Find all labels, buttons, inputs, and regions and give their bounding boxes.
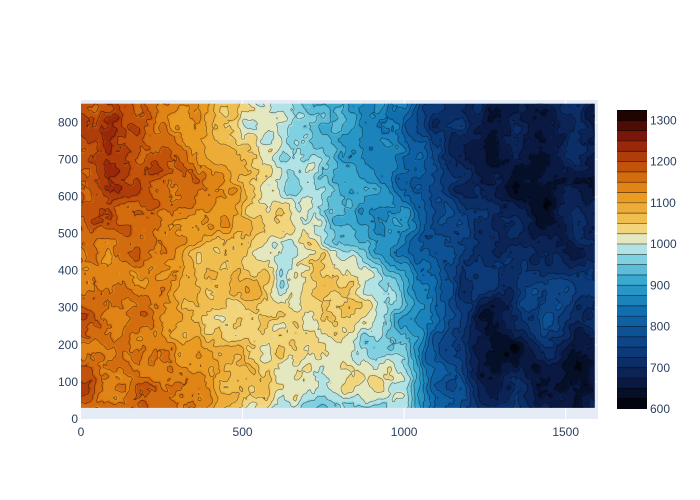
colorbar-tick-label: 600 <box>650 402 670 416</box>
contour-line <box>505 181 588 387</box>
contour-line <box>394 103 441 409</box>
colorbar-tick-label: 1300 <box>650 113 677 127</box>
contour-line <box>428 103 595 409</box>
contour-line <box>168 103 250 409</box>
contour-line <box>278 103 412 409</box>
contour-line <box>416 103 570 408</box>
colorbar-contour-marks <box>617 119 647 400</box>
colorbar-tick-label: 700 <box>650 361 670 375</box>
contour-line <box>459 103 596 409</box>
y-tick-label: 400 <box>58 264 78 278</box>
contour-lines <box>80 103 596 409</box>
x-axis-ticks: 0 500 1000 1500 <box>78 425 580 439</box>
contour-line <box>422 103 577 409</box>
contour-line <box>80 103 200 409</box>
x-tick-label: 500 <box>233 425 253 439</box>
contour-line <box>398 103 462 409</box>
x-tick-label: 1000 <box>391 425 418 439</box>
contour-line <box>431 103 596 409</box>
x-tick-label: 0 <box>78 425 85 439</box>
y-axis-ticks: 0 100 200 300 400 500 600 700 800 <box>58 115 78 426</box>
y-tick-label: 800 <box>58 115 78 129</box>
contour-line <box>478 106 596 408</box>
x-tick-label: 1500 <box>552 425 579 439</box>
contour-line <box>365 103 433 409</box>
y-tick-label: 600 <box>58 189 78 203</box>
contour-line <box>181 103 350 409</box>
contour-line <box>301 103 414 409</box>
colorbar-tick-label: 1200 <box>650 155 677 169</box>
colorbar-tick-label: 1100 <box>650 196 676 210</box>
contour-line <box>312 103 417 408</box>
y-tick-label: 200 <box>58 338 78 352</box>
contour-line <box>80 103 210 409</box>
y-tick-label: 300 <box>58 301 78 315</box>
colorbar-tick-label: 900 <box>650 278 670 292</box>
contour-line <box>213 103 395 409</box>
colorbar-gradient <box>617 110 647 409</box>
y-tick-label: 500 <box>58 227 78 241</box>
contour-line <box>99 113 123 194</box>
contour-line <box>80 103 163 397</box>
contour-line <box>195 103 363 409</box>
colorbar-tick-label: 800 <box>650 320 670 334</box>
contour-line <box>82 103 238 409</box>
colorbar-tick-label: 1000 <box>650 237 677 251</box>
contour-line <box>348 103 426 408</box>
contour-line <box>337 103 421 408</box>
y-tick-label: 100 <box>58 375 78 389</box>
colorbar-ticks: 600 700 800 900 1000 1100 1200 1300 <box>650 113 677 416</box>
contour-heatmap <box>81 103 595 408</box>
y-tick-label: 0 <box>71 412 78 426</box>
contour-line <box>242 103 406 409</box>
y-tick-label: 700 <box>58 152 78 166</box>
